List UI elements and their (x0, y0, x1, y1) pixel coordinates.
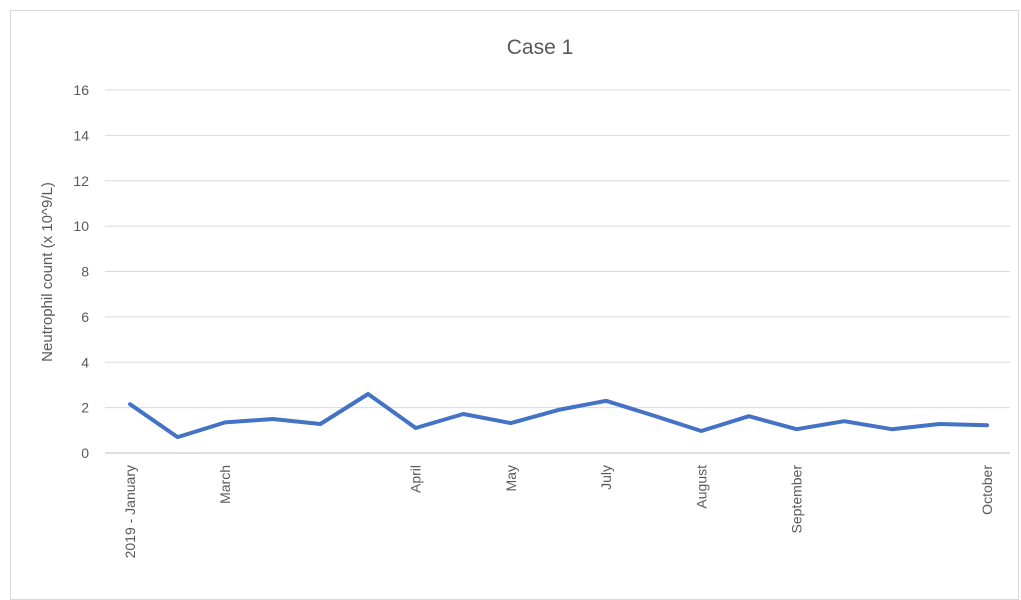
series-layer (130, 394, 987, 437)
grid-lines (105, 90, 1010, 408)
y-tick-label: 10 (73, 218, 89, 234)
y-tick-label: 12 (73, 173, 89, 189)
x-tick-label: March (217, 465, 233, 504)
y-tick-label: 4 (81, 354, 89, 370)
chart-title: Case 1 (507, 36, 574, 59)
x-tick-label: September (789, 465, 805, 534)
y-tick-label: 2 (81, 400, 89, 416)
y-tick-labels: 0 2 4 6 8 10 12 14 16 (73, 82, 89, 461)
series-line-0 (130, 394, 987, 437)
x-tick-label: October (979, 465, 995, 515)
y-tick-label: 16 (73, 82, 89, 98)
x-tick-label: 2019 - January (122, 465, 138, 558)
x-tick-label: April (408, 465, 424, 493)
x-tick-label: May (503, 465, 519, 491)
x-tick-labels: 2019 - January March April May July August Sep… (122, 465, 995, 559)
y-tick-label: 8 (81, 264, 89, 280)
y-axis-label: Neutrophil count (x 10^9/L) (39, 182, 56, 362)
y-tick-label: 14 (73, 127, 89, 143)
y-tick-label: 0 (81, 445, 89, 461)
x-tick-label: August (693, 465, 709, 509)
y-tick-label: 6 (81, 309, 89, 325)
x-tick-label: July (598, 465, 614, 490)
